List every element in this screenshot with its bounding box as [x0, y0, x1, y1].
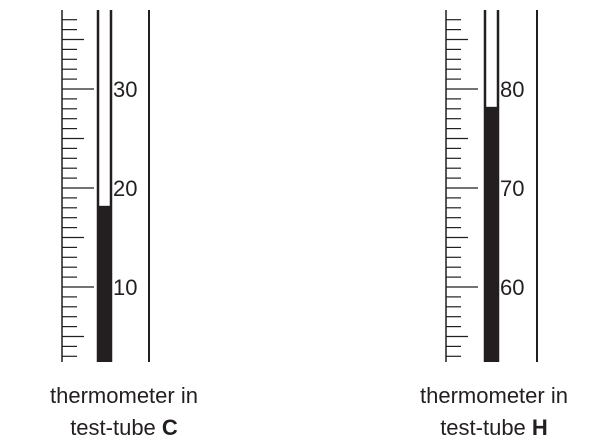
scale-label: 70 — [500, 176, 524, 201]
caption-h-line1: thermometer in — [420, 383, 568, 408]
caption-c-line2: test-tube C — [4, 412, 244, 444]
scale-label: 20 — [113, 176, 137, 201]
caption-h-prefix: test-tube — [440, 415, 532, 440]
thermometer-h: 60 70 80 — [445, 10, 538, 362]
scale-label: 30 — [113, 77, 137, 102]
caption-c-letter: C — [161, 415, 178, 440]
scale-label: 80 — [500, 77, 524, 102]
caption-c: thermometer in test-tube C — [4, 380, 244, 444]
caption-c-prefix: test-tube — [70, 415, 162, 440]
liquid-column — [485, 106, 498, 362]
scale-label: 10 — [113, 275, 137, 300]
caption-h-line2: test-tube H — [374, 412, 594, 444]
caption-c-line1: thermometer in — [50, 383, 198, 408]
thermometer-c: 10 20 30 — [61, 10, 150, 362]
liquid-column — [98, 205, 111, 362]
caption-h-letter: H — [531, 415, 548, 440]
caption-h: thermometer in test-tube H — [374, 380, 594, 444]
scale-label: 60 — [500, 275, 524, 300]
